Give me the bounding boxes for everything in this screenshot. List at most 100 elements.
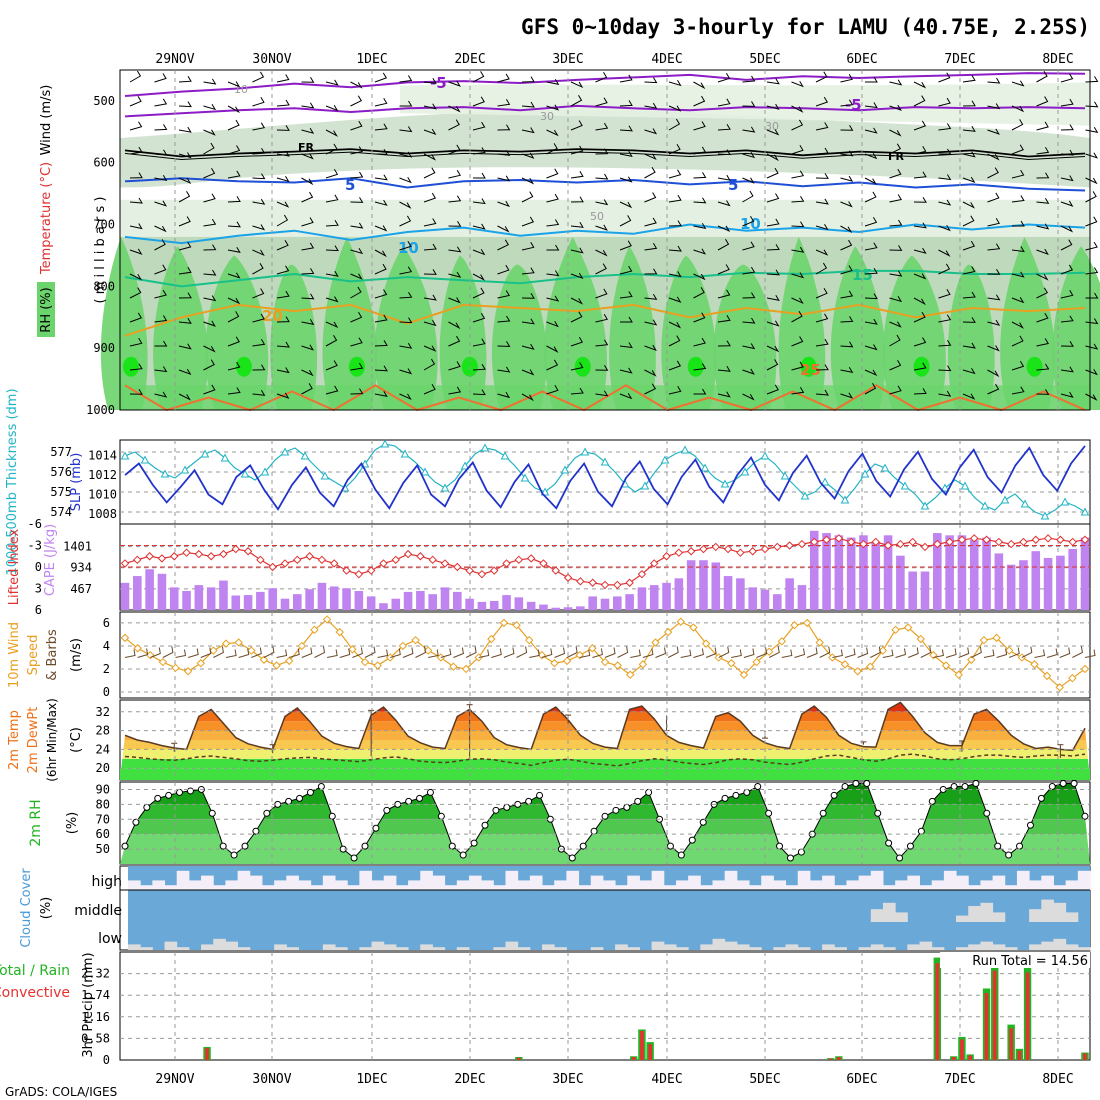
contour-label: 15 (852, 266, 873, 284)
cloud-low-bar (590, 947, 604, 950)
wind-barb (1036, 121, 1049, 131)
wind-barb (178, 292, 192, 299)
cape-bar (169, 587, 179, 610)
contour-label: -5 (845, 96, 862, 114)
wind10m-point (600, 657, 610, 667)
li-point (157, 554, 167, 563)
cape-bar (526, 601, 536, 610)
cape-bar (453, 591, 462, 610)
wind-barb (1036, 312, 1049, 323)
wind-barb (962, 215, 975, 227)
date-label-top: 7DEC (944, 52, 975, 67)
rh-point (568, 854, 576, 862)
slp-tick-label: 1014 (88, 449, 117, 463)
contour-label: 10 (398, 239, 419, 257)
wind10m-barb (226, 649, 237, 658)
rh-point (917, 827, 925, 835)
wind-barb (399, 100, 413, 107)
wind-barb (399, 151, 413, 158)
wind-barb (1085, 177, 1098, 185)
contour-label: 10 (740, 215, 761, 233)
rh-point (950, 782, 958, 790)
rh-point (743, 788, 751, 796)
wind-barb (227, 105, 240, 114)
wind10m-axis-label: 10m Wind (7, 622, 22, 688)
wind-barb (374, 123, 388, 131)
date-label-bottom: 2DEC (454, 1072, 485, 1087)
pressure-tick-label: 500 (93, 94, 115, 108)
cloud-low-bar (992, 944, 1006, 950)
wind10m-point (1055, 683, 1064, 692)
thickness-point (200, 449, 210, 458)
wind-barb (276, 341, 290, 348)
wind-barb (987, 192, 1000, 203)
rh-point (154, 794, 162, 802)
li-point (440, 559, 450, 568)
wind-barb (1011, 271, 1025, 278)
wind-barb (742, 177, 755, 184)
wind-barb (815, 249, 829, 256)
wind10m-barb (1084, 649, 1096, 658)
wind-barb (668, 144, 681, 155)
wind-barb (399, 75, 413, 83)
wind10m-barb (566, 646, 578, 658)
wind-barb (325, 79, 339, 86)
cape-bar (379, 603, 388, 610)
thickness-point (960, 481, 970, 490)
cloud-high-gap (761, 875, 774, 890)
wind-barb (1060, 149, 1074, 156)
wind-barb (913, 297, 926, 306)
wind-barb (668, 271, 682, 278)
wind-barb (521, 393, 534, 402)
cloud-low-bar (517, 947, 531, 950)
rh-point (448, 842, 456, 850)
wind-barb (742, 317, 756, 324)
contour-label: FR (298, 141, 315, 154)
wind-barb (252, 147, 266, 155)
wind-barb (742, 190, 754, 203)
wind-barb (742, 266, 756, 275)
cloud-high-gap (359, 870, 373, 890)
wind10m-point (765, 647, 774, 656)
wind-barb (644, 102, 658, 109)
rh-point (208, 809, 216, 817)
wind-barb (546, 359, 559, 371)
wind-barb (987, 77, 1001, 84)
thickness-point (820, 477, 830, 486)
cape-bar (465, 598, 474, 610)
rh-plume (270, 264, 318, 410)
pressure-tick-label: 800 (93, 279, 115, 293)
wind-barb (350, 312, 363, 323)
cloud-low-bar (164, 941, 178, 950)
wind-barb (619, 215, 632, 227)
wind-barb (693, 146, 707, 155)
wind-axis-label: Wind (m/s) (39, 85, 54, 156)
wind-barb (693, 312, 706, 323)
wind-barb (742, 292, 756, 299)
wind-barb (766, 359, 779, 371)
wind10m-barb (718, 646, 730, 658)
rh-point (121, 842, 129, 850)
cloud-high-gap (128, 880, 141, 890)
precip-conv-bar (1009, 1028, 1014, 1060)
wind-barb (252, 313, 265, 323)
li-point (416, 552, 425, 561)
cape-bar (1068, 548, 1077, 610)
thickness-point (660, 455, 670, 464)
wind-barb (791, 195, 805, 203)
cloud-high-gap (286, 875, 299, 890)
cloud-low-bar (1004, 947, 1018, 950)
cloud-high-gap (261, 885, 275, 890)
cloud-low-bar (359, 947, 373, 950)
wind-barb (595, 339, 609, 347)
temp-band (120, 758, 1090, 769)
wind-barb (497, 366, 511, 373)
rh-point (372, 824, 380, 832)
wind10m-barb (402, 647, 414, 658)
wind-barb (815, 313, 829, 323)
li-tick-label: -6 (28, 517, 42, 531)
wind-barb (913, 120, 927, 131)
wind10m-barb (642, 648, 654, 658)
wind-barb (423, 384, 436, 395)
wind-barb (1060, 264, 1074, 275)
